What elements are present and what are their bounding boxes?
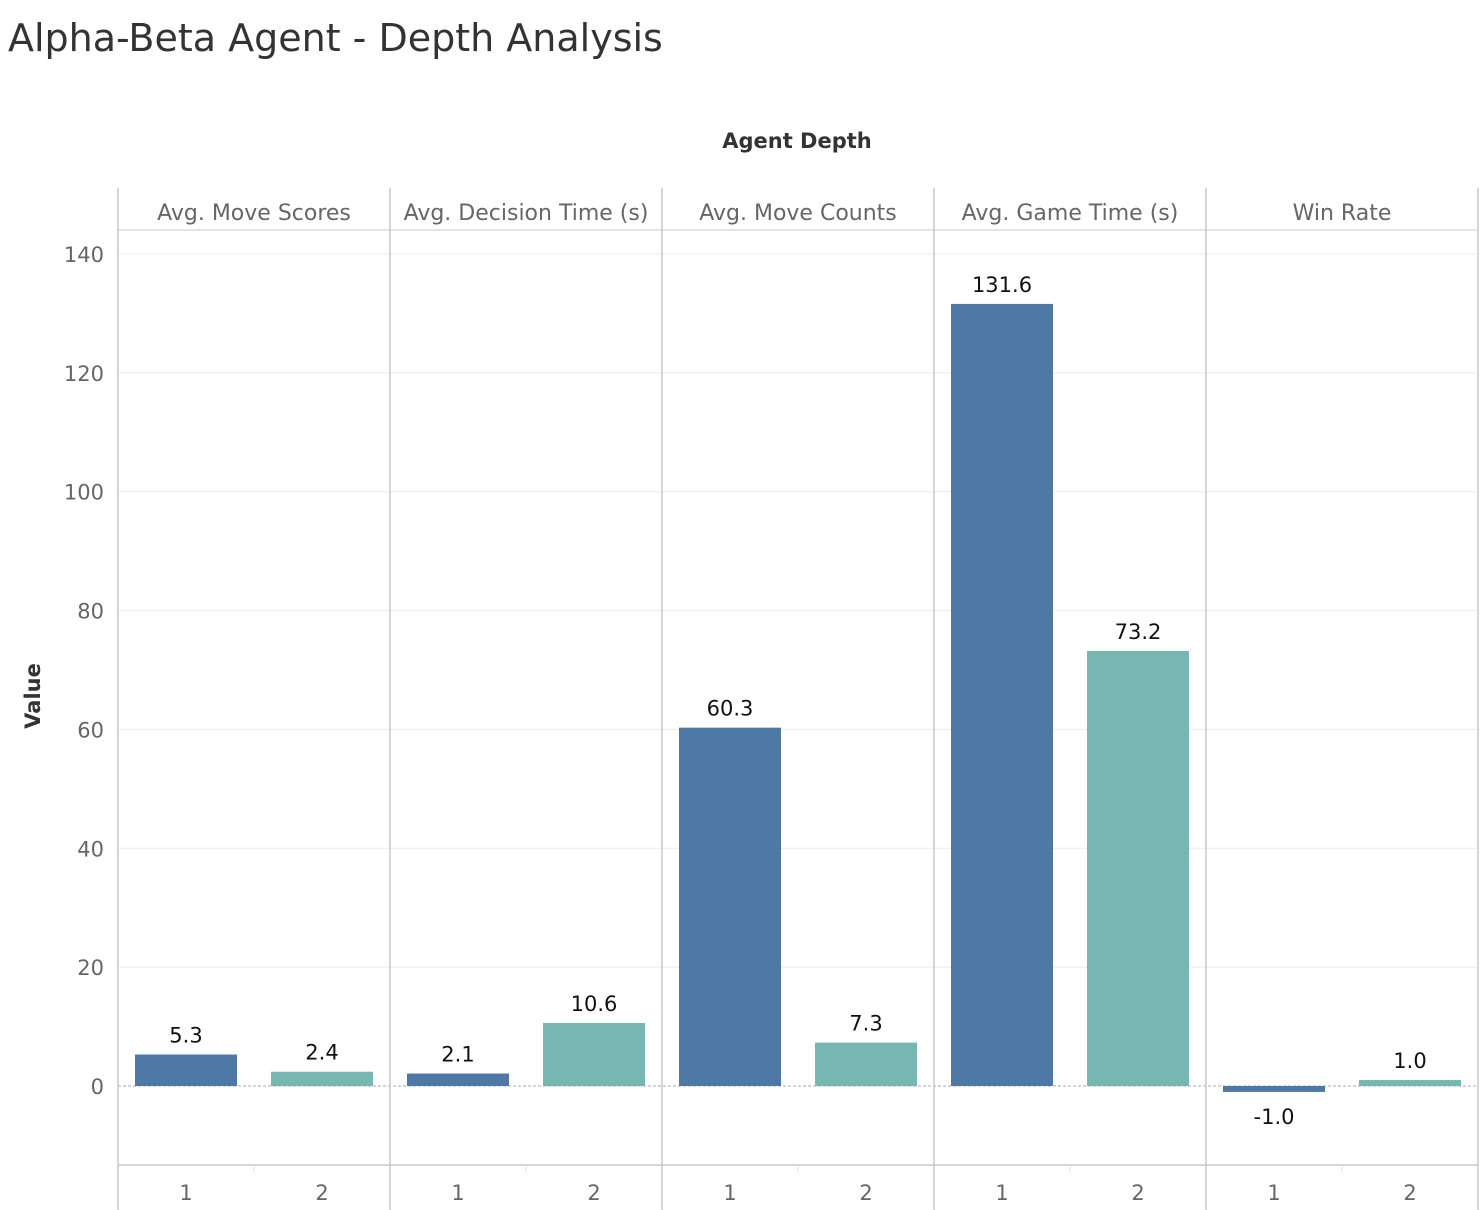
panel-header: Avg. Decision Time (s) [404,201,649,226]
x-tick-label: 2 [1403,1181,1416,1205]
labels-layer: 5.3 2.4 2.1 10.6 60.3 7.3 131.6 73.2 -1.0 1.0 [169,273,1426,1129]
bar [815,1042,917,1086]
bar [543,1023,645,1086]
x-tick-label: 1 [995,1181,1008,1205]
data-label: 2.1 [441,1043,474,1067]
data-label: 2.4 [305,1041,338,1065]
x-tick-label: 1 [1267,1181,1280,1205]
bar [951,303,1053,1086]
column-headers: Avg. Move Scores Avg. Decision Time (s) Av… [157,201,1391,226]
y-axis: 0 20 40 60 80 100 120 140 [64,243,104,1099]
grid-layer [118,253,1478,1087]
data-label: 131.6 [972,273,1032,297]
data-label: -1.0 [1254,1105,1295,1129]
x-tick-label: 2 [859,1181,872,1205]
data-label: 7.3 [849,1012,882,1036]
panel-frames [117,188,1479,1210]
y-tick-label: 0 [91,1075,104,1099]
bar [679,727,781,1086]
x-axis: 1 2 1 2 1 2 1 2 1 2 [179,1181,1416,1205]
x-tick-label: 1 [723,1181,736,1205]
y-tick-label: 100 [64,481,104,505]
bar [135,1054,237,1086]
y-tick-label: 140 [64,243,104,267]
y-tick-label: 120 [64,362,104,386]
bar [1087,650,1189,1086]
panel-header: Avg. Move Counts [699,201,897,226]
data-label: 73.2 [1115,620,1162,644]
data-label: 60.3 [707,697,754,721]
panel-header: Avg. Move Scores [157,201,351,226]
y-tick-label: 40 [77,837,104,861]
bar [1359,1080,1461,1086]
data-label: 1.0 [1393,1049,1426,1073]
data-label: 10.6 [571,992,618,1016]
bar [1223,1086,1325,1092]
bars-layer [135,303,1461,1092]
x-tick-label: 2 [587,1181,600,1205]
panel-header: Avg. Game Time (s) [962,201,1179,226]
bar [407,1073,509,1086]
y-tick-label: 20 [77,956,104,980]
y-axis-title: Value [21,663,45,729]
data-label: 5.3 [169,1024,202,1048]
bar [271,1071,373,1086]
x-tick-label: 2 [315,1181,328,1205]
chart-title: Alpha-Beta Agent - Depth Analysis [8,16,663,60]
y-tick-label: 60 [77,718,104,742]
x-tick-label: 2 [1131,1181,1144,1205]
y-tick-label: 80 [77,600,104,624]
panel-header: Win Rate [1293,201,1392,226]
x-tick-label: 1 [179,1181,192,1205]
facet-title: Agent Depth [722,129,872,153]
x-tick-label: 1 [451,1181,464,1205]
